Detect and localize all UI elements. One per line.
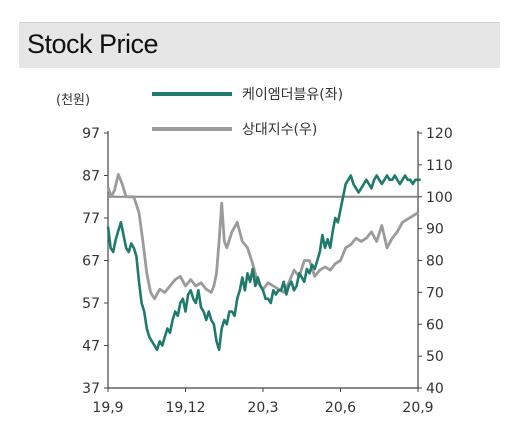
- left-y-tick-label: 77: [82, 211, 100, 227]
- series-line-relative-index: [106, 172, 419, 301]
- legend-label-kmw: 케이엠더블유(좌): [242, 87, 343, 103]
- right-y-tick-label: 120: [426, 126, 453, 142]
- right-y-tick-label: 70: [426, 285, 444, 301]
- legend-label-relative-index: 상대지수(우): [242, 122, 317, 138]
- left-axis-unit: (천원): [56, 93, 90, 108]
- right-y-tick-label: 110: [426, 158, 453, 174]
- title-bar: Stock Price: [19, 22, 500, 68]
- legend: 케이엠더블유(좌) 상대지수(우): [152, 87, 343, 138]
- series-line-kmw: [106, 174, 421, 352]
- right-y-tick-label: 40: [426, 381, 444, 397]
- plot-area: [106, 172, 421, 352]
- right-y-tick-label: 90: [426, 222, 444, 238]
- x-tick-label: 19,12: [165, 400, 205, 416]
- left-y-tick-label: 37: [82, 381, 100, 397]
- right-y-tick-label: 100: [426, 190, 453, 206]
- x-tick-label: 20,9: [402, 400, 433, 416]
- x-tick-label: 20,3: [247, 400, 278, 416]
- x-tick-label: 19,9: [92, 400, 123, 416]
- left-y-tick-label: 67: [82, 254, 100, 270]
- right-y-tick-label: 60: [426, 317, 444, 333]
- left-y-tick-label: 87: [82, 169, 100, 185]
- axes: 97 87 77 67 57 47 37 120 110 100 90 80 70 60 50 40 19,9 1…: [82, 126, 453, 416]
- left-y-tick-label: 97: [82, 126, 100, 142]
- x-tick-label: 20,6: [325, 400, 356, 416]
- chart-title: Stock Price: [27, 29, 159, 59]
- left-y-tick-label: 57: [82, 296, 100, 312]
- right-y-tick-label: 80: [426, 254, 444, 270]
- left-y-tick-label: 47: [82, 339, 100, 355]
- right-y-tick-label: 50: [426, 349, 444, 365]
